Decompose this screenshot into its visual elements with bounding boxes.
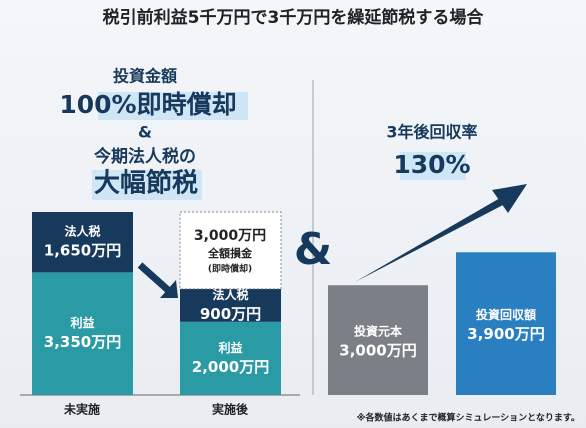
connector: &	[294, 224, 332, 275]
deduction-line: 全額損金	[207, 246, 253, 260]
segment-name: 法人税	[212, 287, 248, 302]
highlight	[98, 92, 248, 120]
bar-value: 3,000万円	[339, 342, 416, 360]
note: ※各数値はあくまで概算シミュレーションとなります。	[357, 412, 580, 424]
segment-value: 1,650万円	[44, 242, 121, 260]
heading-line: 100%即時償却	[59, 90, 236, 119]
bar-segment	[180, 288, 281, 322]
group-label: 実施後	[212, 402, 249, 417]
segment-name: 法人税	[64, 224, 100, 239]
bar-value: 3,900万円	[467, 325, 544, 343]
bar-name: 投資回収額	[476, 307, 536, 322]
bar-segment	[32, 272, 133, 395]
highlight	[92, 170, 202, 200]
bar-name: 投資元本	[354, 324, 402, 339]
bar-segment	[32, 212, 133, 273]
arrow	[137, 262, 171, 293]
bar	[328, 285, 428, 395]
group-label: 未実施	[63, 402, 100, 417]
heading-line: 130%	[393, 150, 470, 179]
segment-value: 2,000万円	[192, 358, 269, 376]
deduction-box	[179, 211, 282, 290]
segment-value: 900万円	[200, 305, 261, 323]
segment-name: 利益	[70, 315, 94, 330]
arrow-head	[160, 280, 178, 298]
deduction-line: 3,000万円	[194, 228, 266, 244]
title: 税引前利益5千万円で3千万円を繰延節税する場合	[103, 7, 485, 28]
highlight	[400, 152, 466, 180]
segment-value: 3,350万円	[44, 333, 121, 351]
heading-line: 3年後回収率	[386, 123, 477, 142]
heading-line: 投資金額	[113, 67, 177, 86]
segment-name: 利益	[218, 340, 242, 355]
arrow	[355, 198, 503, 282]
arrow-head	[492, 184, 527, 213]
heading-line: 大幅節税	[94, 168, 198, 199]
bar	[456, 252, 556, 395]
bar-segment	[180, 321, 281, 395]
deduction-line: (即時償却)	[208, 263, 252, 275]
heading-line: &	[138, 123, 152, 142]
heading-line: 今期法人税の	[94, 146, 196, 167]
